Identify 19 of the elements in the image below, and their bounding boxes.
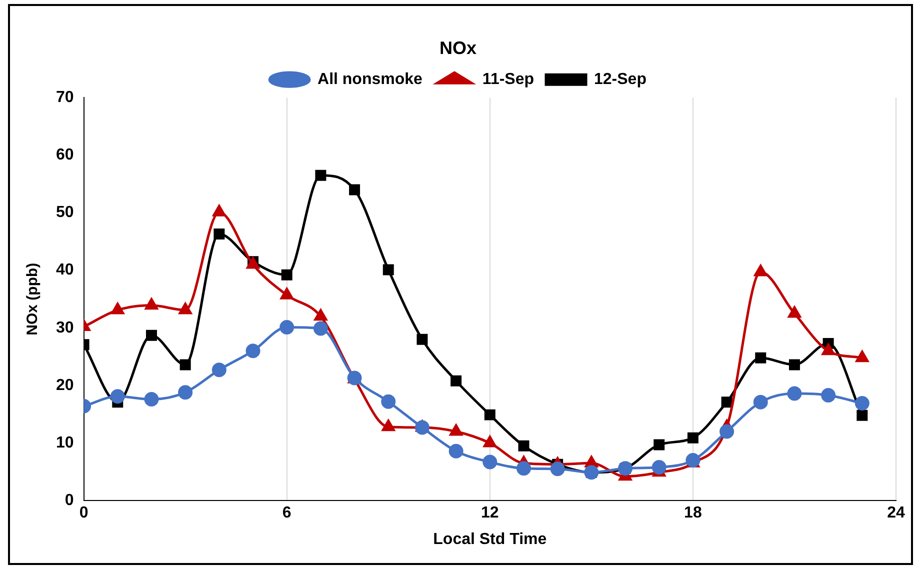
x-tick-label: 6: [282, 504, 292, 522]
y-tick-label: 10: [56, 434, 74, 452]
y-tick-label: 30: [56, 319, 74, 336]
legend-label: 11-Sep: [482, 71, 534, 88]
x-tick-label: 24: [887, 504, 905, 522]
y-tick-label: 20: [56, 376, 74, 394]
y-axis-title: NOx (ppb): [24, 262, 42, 336]
y-tick-label: 70: [56, 89, 74, 106]
y-tick-label: 40: [56, 262, 74, 279]
legend-label: All nonsmoke: [318, 71, 423, 88]
y-tick-label: 50: [56, 204, 74, 222]
x-tick-label: 12: [481, 504, 499, 522]
x-tick-label: 18: [684, 504, 702, 522]
y-tick-label: 0: [64, 492, 74, 510]
x-tick-label: 0: [79, 504, 88, 522]
chart-title: NOx: [439, 38, 477, 58]
legend-label: 12-Sep: [594, 71, 647, 88]
y-tick-label: 60: [56, 146, 74, 164]
x-axis-title: Local Std Time: [433, 530, 547, 548]
